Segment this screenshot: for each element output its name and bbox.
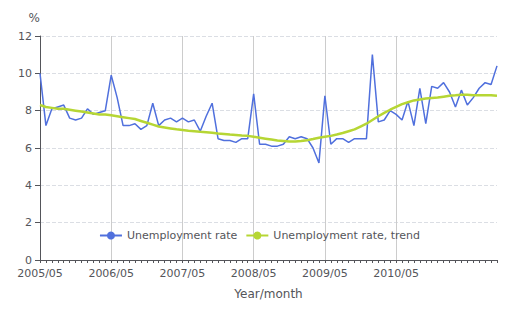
svg-text:%: % <box>29 11 40 25</box>
svg-text:12: 12 <box>18 30 32 43</box>
svg-text:2009/05: 2009/05 <box>302 267 348 280</box>
svg-text:Unemployment rate: Unemployment rate <box>127 229 238 242</box>
svg-text:2: 2 <box>25 216 32 229</box>
svg-text:2005/05: 2005/05 <box>17 267 63 280</box>
svg-text:2008/05: 2008/05 <box>231 267 277 280</box>
svg-text:2010/05: 2010/05 <box>373 267 419 280</box>
svg-text:0: 0 <box>25 254 32 267</box>
svg-text:Year/month: Year/month <box>233 287 302 301</box>
svg-text:4: 4 <box>25 179 32 192</box>
svg-text:8: 8 <box>25 104 32 117</box>
svg-text:6: 6 <box>25 142 32 155</box>
svg-text:2007/05: 2007/05 <box>160 267 206 280</box>
svg-text:10: 10 <box>18 67 32 80</box>
svg-text:Unemployment rate, trend: Unemployment rate, trend <box>273 229 420 242</box>
svg-text:2006/05: 2006/05 <box>88 267 134 280</box>
